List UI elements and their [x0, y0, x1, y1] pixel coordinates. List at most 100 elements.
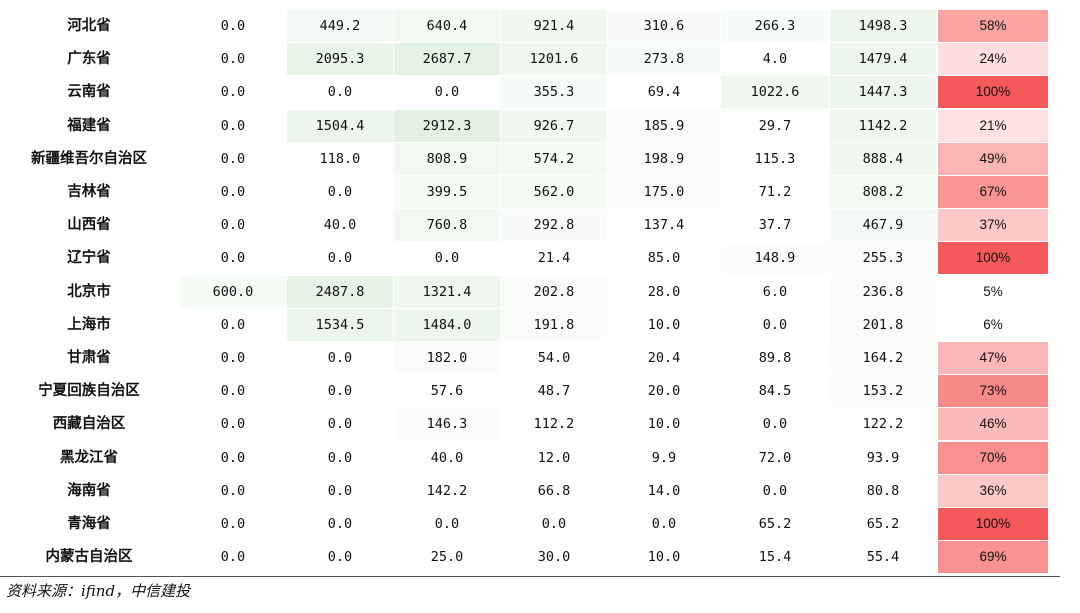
percentage-cell: 47%: [938, 342, 1048, 374]
table-row: 北京市 600.0 2487.8 1321.4 202.8 28.0 6.0 236.8 5%: [0, 275, 1060, 309]
value-cell: 1498.3: [830, 10, 936, 42]
table-row: 辽宁省 0.0 0.0 0.0 21.4 85.0 148.9 255.3 100%: [0, 242, 1060, 275]
value-cell: 0.0: [220, 416, 246, 433]
table-row: 上海市 0.0 1534.5 1484.0 191.8 10.0 0.0 201.8 6%: [0, 308, 1060, 342]
value-cell: 14.0: [647, 482, 681, 499]
region-name-cell: 甘肃省: [67, 350, 111, 366]
percentage-cell: 6%: [983, 316, 1003, 332]
value-cell: 0.0: [220, 383, 246, 400]
region-name-cell: 山西省: [67, 217, 111, 234]
value-cell: 182.0: [394, 342, 500, 374]
value-cell: 1201.6: [501, 43, 607, 76]
value-cell: 30.0: [537, 549, 571, 566]
value-cell: 0.0: [220, 250, 246, 267]
region-name-cell: 青海省: [67, 516, 111, 532]
value-cell: 449.2: [287, 10, 393, 42]
value-cell: 153.2: [830, 375, 936, 408]
value-cell: 562.0: [501, 176, 607, 208]
value-cell: 888.4: [830, 142, 936, 175]
value-cell: 0.0: [327, 482, 353, 499]
value-cell: 10.0: [647, 549, 681, 566]
value-cell: 40.0: [323, 217, 357, 234]
percentage-cell: 70%: [938, 441, 1048, 474]
value-cell: 0.0: [220, 316, 246, 333]
percentage-cell: 67%: [938, 176, 1048, 208]
source-note: 资料来源：ifind，中信建投: [6, 582, 191, 600]
table-row: 海南省 0.0 0.0 142.2 66.8 14.0 0.0 80.8 36%: [0, 474, 1060, 508]
value-cell: 25.0: [430, 549, 464, 566]
value-cell: 266.3: [721, 10, 829, 42]
value-cell: 0.0: [327, 350, 353, 366]
value-cell: 12.0: [537, 449, 571, 466]
table-row: 云南省 0.0 0.0 0.0 355.3 69.4 1022.6 1447.3 100%: [0, 76, 1060, 109]
value-cell: 399.5: [394, 176, 500, 208]
value-cell: 65.2: [758, 516, 792, 532]
value-cell: 6.0: [762, 283, 788, 300]
percentage-cell: 58%: [938, 10, 1048, 42]
value-cell: 0.0: [220, 18, 246, 34]
value-cell: 164.2: [830, 342, 936, 374]
value-cell: 72.0: [758, 449, 792, 466]
table-row: 新疆维吾尔自治区 0.0 118.0 808.9 574.2 198.9 115.3 888.…: [0, 142, 1060, 176]
value-cell: 273.8: [608, 43, 720, 76]
table-row: 宁夏回族自治区 0.0 0.0 57.6 48.7 20.0 84.5 153.2 73%: [0, 375, 1060, 408]
percentage-cell: 73%: [938, 375, 1048, 408]
percentage-cell: 100%: [938, 508, 1048, 540]
value-cell: 93.9: [866, 449, 900, 466]
value-cell: 0.0: [220, 449, 246, 466]
value-cell: 2095.3: [287, 43, 393, 76]
value-cell: 202.8: [501, 275, 607, 308]
value-cell: 48.7: [537, 383, 571, 400]
value-cell: 20.0: [647, 383, 681, 400]
percentage-cell: 5%: [983, 283, 1003, 299]
value-cell: 4.0: [762, 51, 788, 68]
value-cell: 10.0: [647, 316, 681, 333]
value-cell: 0.0: [220, 150, 246, 167]
value-cell: 201.8: [830, 308, 936, 341]
percentage-cell: 100%: [938, 76, 1048, 109]
value-cell: 926.7: [501, 109, 607, 142]
value-cell: 0.0: [541, 516, 567, 532]
value-cell: 0.0: [220, 184, 246, 200]
value-cell: 0.0: [327, 416, 353, 433]
value-cell: 0.0: [220, 482, 246, 499]
value-cell: 142.2: [426, 482, 468, 499]
region-name-cell: 云南省: [67, 84, 111, 101]
value-cell: 255.3: [830, 242, 936, 275]
value-cell: 0.0: [762, 482, 788, 499]
value-cell: 185.9: [608, 109, 720, 142]
region-name-cell: 吉林省: [67, 184, 111, 200]
value-cell: 55.4: [866, 549, 900, 566]
value-cell: 0.0: [220, 350, 246, 366]
value-cell: 10.0: [647, 416, 681, 433]
value-cell: 15.4: [758, 549, 792, 566]
value-cell: 137.4: [643, 217, 685, 234]
value-cell: 0.0: [220, 51, 246, 68]
percentage-cell: 49%: [938, 142, 1048, 175]
region-name-cell: 福建省: [67, 117, 111, 134]
value-cell: 600.0: [180, 275, 286, 308]
value-cell: 2487.8: [287, 275, 393, 308]
value-cell: 0.0: [327, 84, 353, 101]
value-cell: 122.2: [862, 416, 904, 433]
value-cell: 0.0: [434, 516, 460, 532]
value-cell: 1022.6: [721, 76, 829, 109]
value-cell: 310.6: [608, 10, 720, 42]
value-cell: 1142.2: [830, 109, 936, 142]
value-cell: 20.4: [647, 350, 681, 366]
value-cell: 148.9: [721, 242, 829, 275]
table-row: 山西省 0.0 40.0 760.8 292.8 137.4 37.7 467.9 37%: [0, 209, 1060, 242]
region-name-cell: 辽宁省: [67, 250, 111, 267]
value-cell: 0.0: [434, 84, 460, 101]
value-cell: 0.0: [434, 250, 460, 267]
table-bottom-rule: [0, 576, 1060, 577]
value-cell: 0.0: [327, 383, 353, 400]
value-cell: 198.9: [608, 142, 720, 175]
table-row: 吉林省 0.0 0.0 399.5 562.0 175.0 71.2 808.2 67%: [0, 176, 1060, 209]
table-row: 西藏自治区 0.0 0.0 146.3 112.2 10.0 0.0 122.2 46%: [0, 408, 1060, 441]
percentage-cell: 37%: [938, 209, 1048, 242]
value-cell: 9.9: [651, 449, 677, 466]
region-name-cell: 广东省: [67, 51, 111, 68]
value-cell: 0.0: [220, 84, 246, 101]
value-cell: 21.4: [537, 250, 571, 267]
